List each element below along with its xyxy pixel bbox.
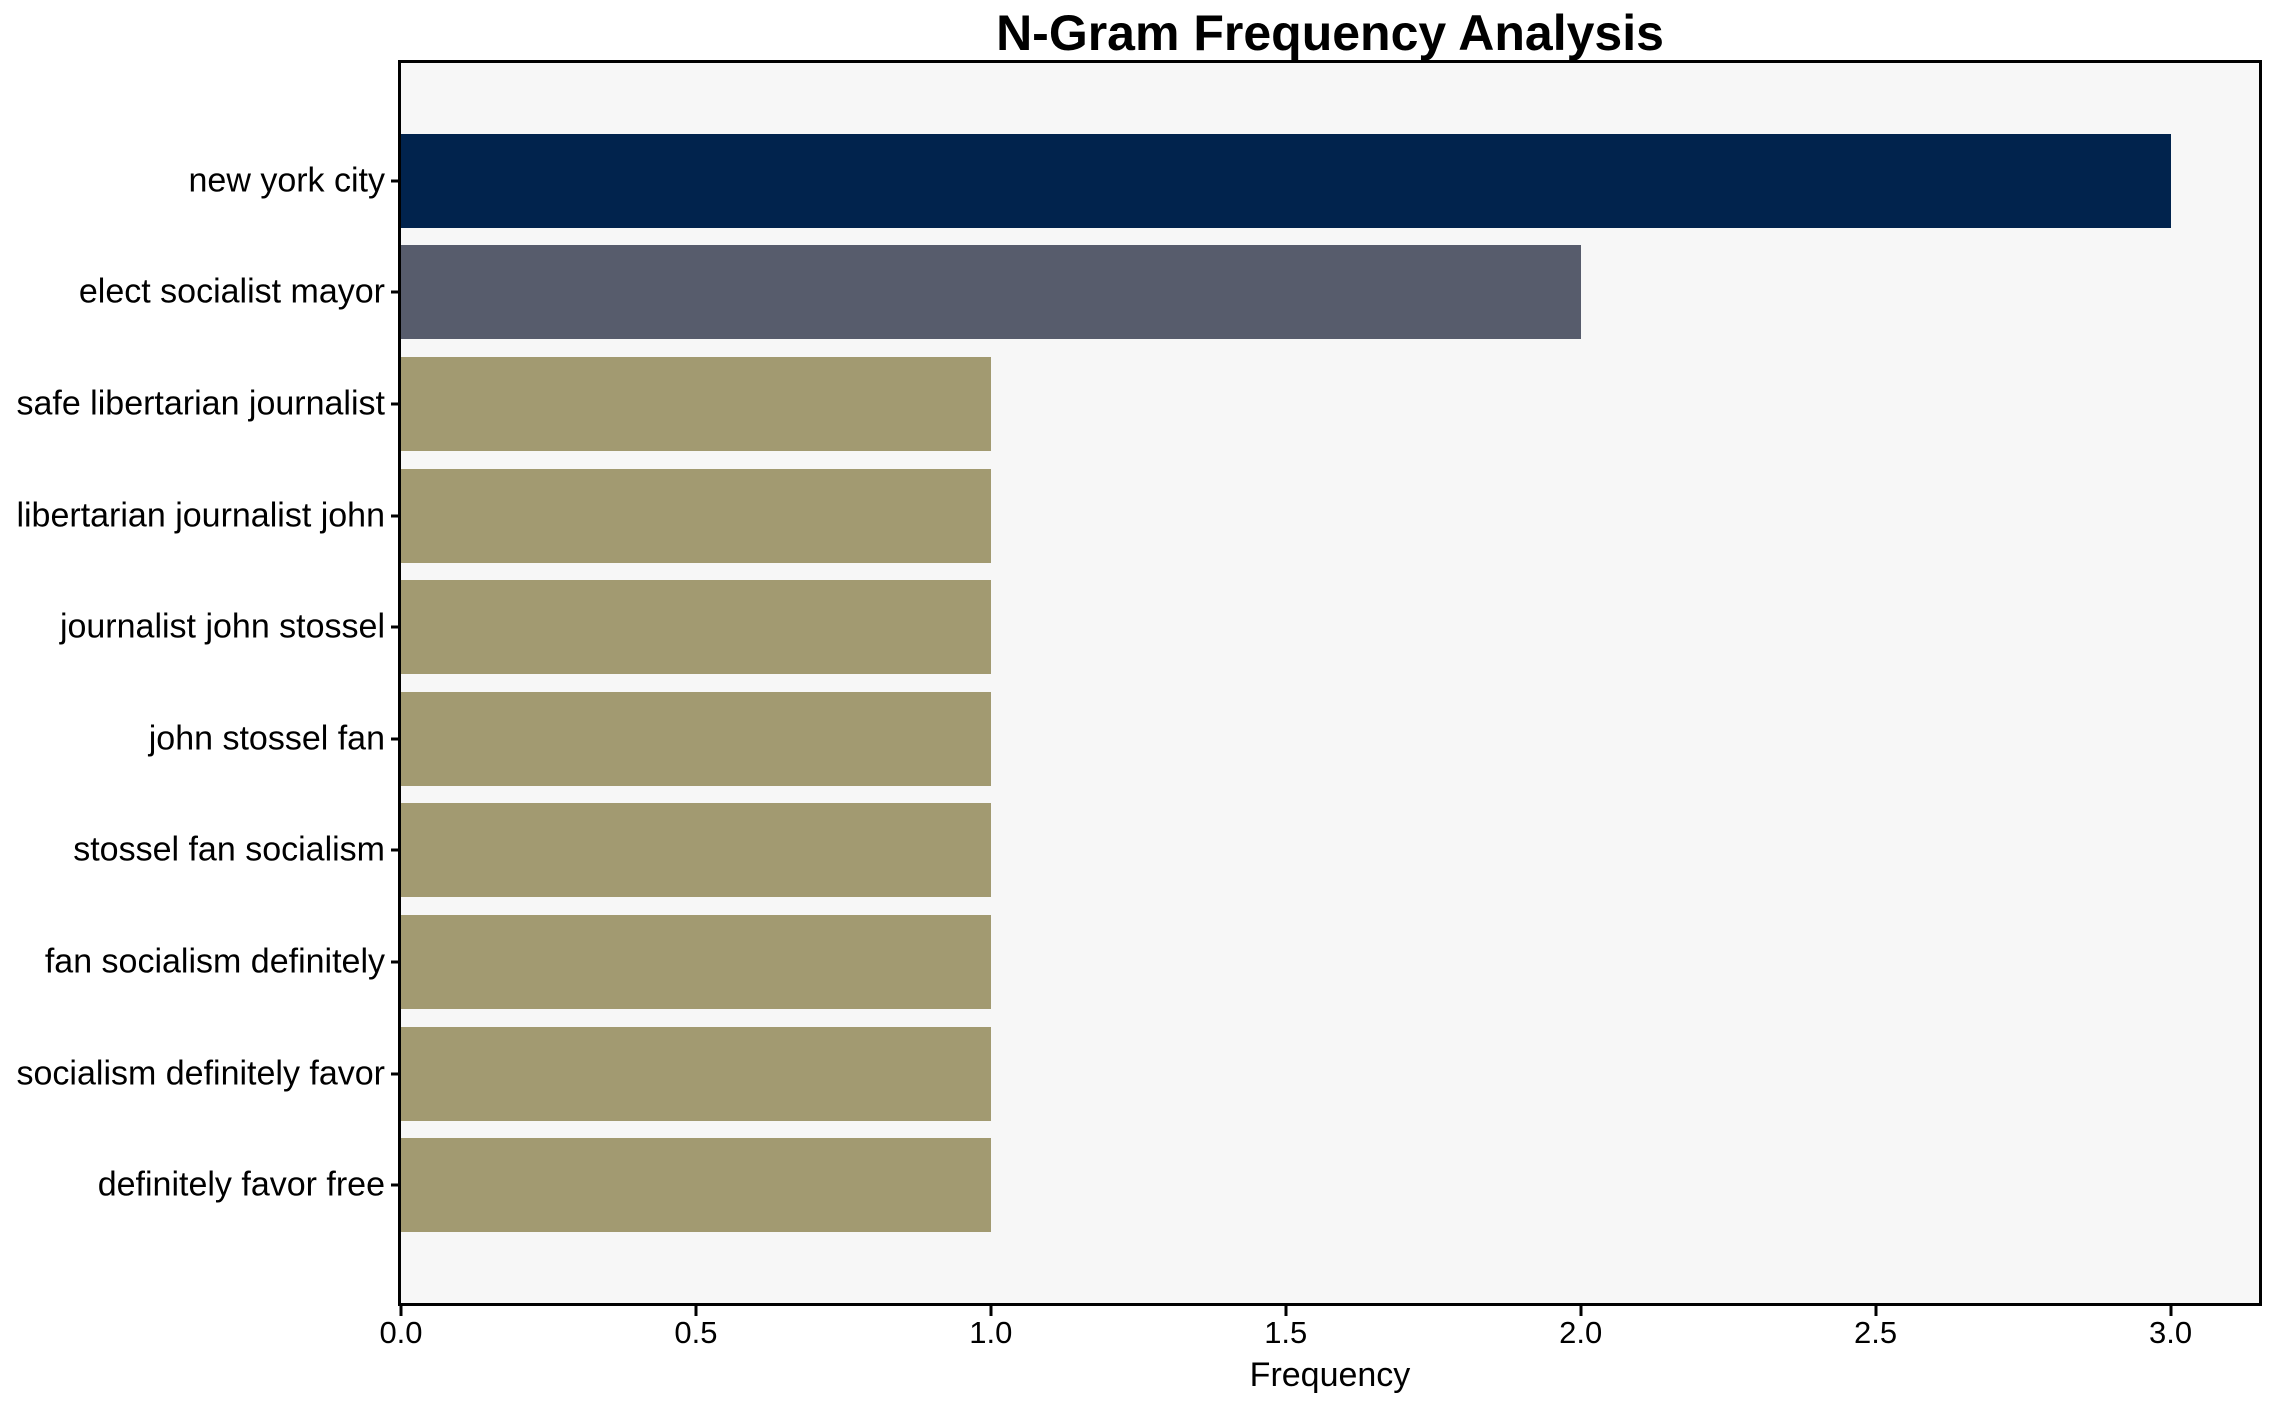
y-tick-label: socialism definitely favor xyxy=(16,1054,385,1093)
y-tick-mark xyxy=(391,625,401,629)
x-tick-mark xyxy=(694,1306,698,1316)
y-tick-mark xyxy=(391,1072,401,1076)
bar-stossel-fan-socialism xyxy=(401,803,991,898)
y-tick-mark xyxy=(391,402,401,406)
bar-elect-socialist-mayor xyxy=(401,245,1581,340)
x-tick-label: 0.0 xyxy=(379,1315,423,1350)
y-tick-label: elect socialist mayor xyxy=(78,272,385,311)
y-tick-label: definitely favor free xyxy=(97,1165,385,1204)
y-tick-mark xyxy=(391,848,401,852)
y-tick-mark xyxy=(391,1183,401,1187)
y-tick-label: journalist john stossel xyxy=(59,607,385,646)
bar-fan-socialism-definitely xyxy=(401,915,991,1009)
y-tick-label: stossel fan socialism xyxy=(73,830,385,869)
y-tick-label: safe libertarian journalist xyxy=(16,384,385,423)
x-tick-mark xyxy=(1874,1306,1878,1316)
bar-safe-libertarian-journalist xyxy=(401,357,991,451)
y-tick-label: new york city xyxy=(188,161,386,200)
y-tick-label: libertarian journalist john xyxy=(16,496,385,535)
x-tick-label: 3.0 xyxy=(2148,1315,2193,1350)
x-tick-mark xyxy=(399,1306,403,1316)
bar-journalist-john-stossel xyxy=(401,580,991,675)
bar-socialism-definitely-favor xyxy=(401,1026,991,1121)
x-tick-mark xyxy=(1579,1306,1583,1316)
bar-john-stossel-fan xyxy=(401,691,991,786)
y-tick-mark xyxy=(391,737,401,741)
x-tick-mark xyxy=(1284,1306,1288,1316)
x-tick-label: 1.5 xyxy=(1264,1315,1308,1350)
chart-title: N-Gram Frequency Analysis xyxy=(996,5,1664,61)
y-tick-mark xyxy=(391,179,401,183)
x-tick-mark xyxy=(989,1306,993,1316)
bar-libertarian-journalist-john xyxy=(401,468,991,563)
y-tick-mark xyxy=(391,960,401,964)
x-tick-label: 2.0 xyxy=(1559,1315,1603,1350)
bar-new-york-city xyxy=(401,133,2171,228)
x-axis-title: Frequency xyxy=(1249,1356,1411,1394)
y-tick-label: john stossel fan xyxy=(148,719,385,758)
x-tick-label: 0.5 xyxy=(674,1315,718,1350)
y-tick-mark xyxy=(391,290,401,294)
x-tick-mark xyxy=(2169,1306,2173,1316)
plot-area xyxy=(398,60,2262,1306)
x-tick-label: 1.0 xyxy=(969,1315,1013,1350)
bar-definitely-favor-free xyxy=(401,1138,991,1233)
y-tick-mark xyxy=(391,514,401,518)
x-tick-label: 2.5 xyxy=(1854,1315,1898,1350)
y-tick-label: fan socialism definitely xyxy=(44,942,385,981)
